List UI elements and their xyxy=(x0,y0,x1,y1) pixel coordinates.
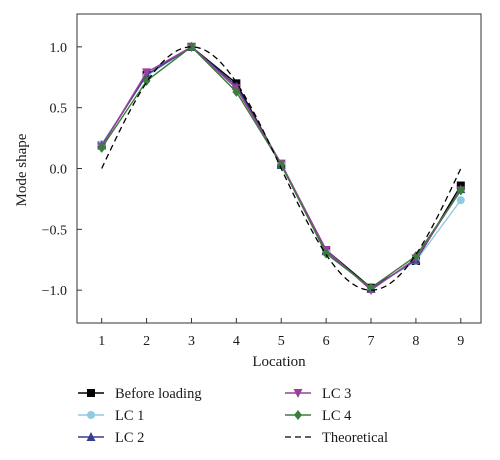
legend-marker xyxy=(293,389,303,398)
x-tick-label: 3 xyxy=(188,334,195,349)
series-4 xyxy=(97,41,465,293)
legend-label: LC 3 xyxy=(322,386,351,402)
data-point xyxy=(142,68,152,78)
legend-label: Theoretical xyxy=(322,430,388,446)
legend-label: LC 2 xyxy=(115,430,144,446)
legend-label: Before loading xyxy=(115,386,202,402)
y-tick-label: 0.0 xyxy=(50,163,68,178)
data-point xyxy=(97,142,106,153)
x-tick-label: 6 xyxy=(323,334,330,349)
x-tick-label: 1 xyxy=(98,334,105,349)
legend-marker xyxy=(294,410,302,420)
x-tick-label: 2 xyxy=(143,334,150,349)
data-point xyxy=(322,248,331,259)
y-axis-title: Mode shape xyxy=(14,133,30,206)
legend-marker xyxy=(86,432,96,441)
y-axis-ticks: 1.0 0.5 0.0 −0.5 −1.0 xyxy=(42,41,82,299)
legend-label: LC 1 xyxy=(115,408,144,424)
series-layer xyxy=(97,41,466,296)
x-axis-title: Location xyxy=(252,354,306,370)
legend-item: LC 1 xyxy=(78,408,144,424)
y-tick-label: −1.0 xyxy=(42,284,67,299)
data-point xyxy=(232,86,241,97)
y-tick-label: −0.5 xyxy=(42,223,67,238)
data-point xyxy=(456,185,465,196)
legend-item: LC 2 xyxy=(78,430,144,446)
legend: Before loading LC 1 LC 2 LC 3 LC 4 Theoretica… xyxy=(78,386,388,446)
data-point xyxy=(456,196,465,205)
series-5 xyxy=(101,46,462,291)
data-point xyxy=(187,41,196,52)
y-tick-label: 0.5 xyxy=(50,102,68,117)
legend-marker xyxy=(87,389,95,397)
legend-item: LC 4 xyxy=(285,408,352,424)
legend-item: Theoretical xyxy=(285,430,388,446)
legend-marker xyxy=(87,411,95,419)
legend-label: LC 4 xyxy=(322,408,352,424)
legend-item: LC 3 xyxy=(285,386,351,402)
theoretical-line xyxy=(101,46,462,291)
x-axis-ticks: 1 2 3 4 5 6 7 8 9 xyxy=(98,318,464,349)
data-point xyxy=(277,159,286,170)
x-tick-label: 8 xyxy=(412,334,419,349)
legend-item: Before loading xyxy=(78,386,202,402)
x-tick-label: 4 xyxy=(233,334,240,349)
x-tick-label: 9 xyxy=(457,334,464,349)
x-tick-label: 5 xyxy=(278,334,285,349)
y-tick-label: 1.0 xyxy=(50,41,68,56)
x-tick-label: 7 xyxy=(368,334,375,349)
